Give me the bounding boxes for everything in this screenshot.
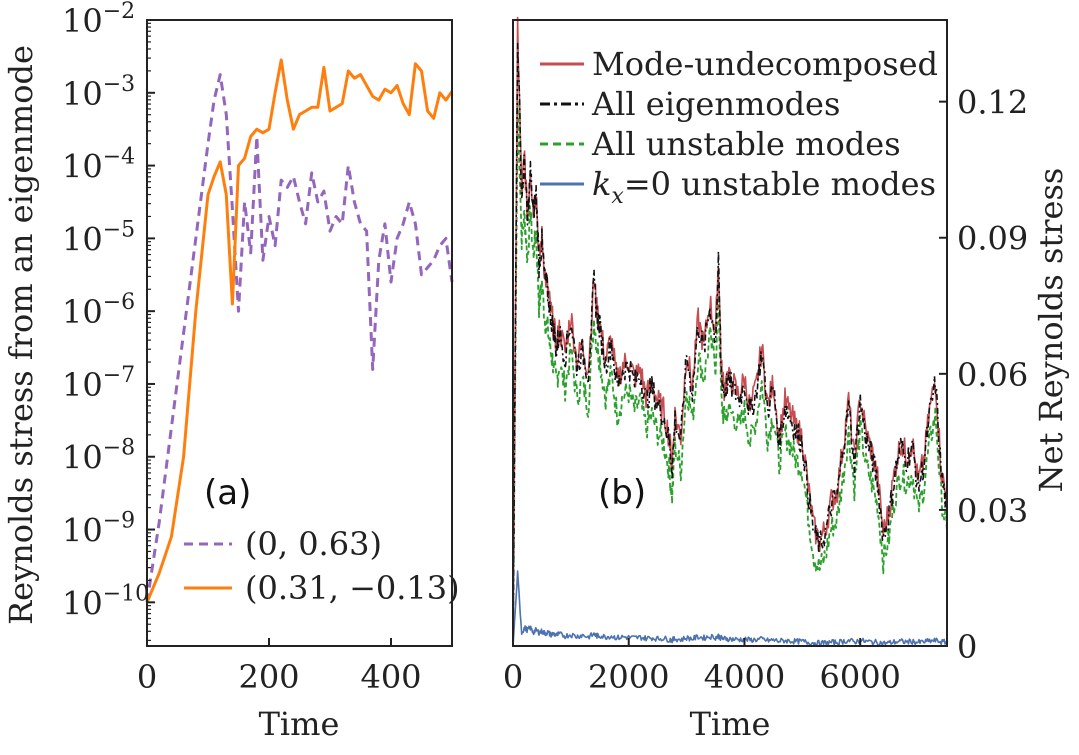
legend-label-series-b3-k: k [592, 165, 611, 203]
y-tick-label-a-5: 10−5 [62, 217, 135, 258]
x-tick-label-a-1: 200 [238, 658, 299, 696]
y-tick-label-b-0: 0 [957, 628, 977, 666]
panel-b-ticks: 0 2000 4000 6000 0 0.03 0.06 0.09 0.12 [503, 84, 1028, 696]
y-tick-label-b-1: 0.03 [957, 492, 1028, 530]
panel-a-legend: (0, 0.63) (0.31, −0.13) [184, 525, 460, 607]
x-tick-label-a-2: 400 [360, 658, 421, 696]
panel-a-ticks: 0 200 400 10−10 10−9 10−8 10−7 10−6 10−5 10−4 10−3… [62, 0, 422, 696]
legend-label-series-b1: All eigenmodes [591, 85, 840, 123]
panel-a-label: (a) [204, 473, 251, 513]
series-line-b1 [512, 42, 948, 647]
y-tick-label-a-2: 10−8 [62, 436, 135, 477]
legend-label-series-a0: (0, 0.63) [245, 525, 382, 563]
panel-b-xlabel: Time [690, 705, 771, 743]
panel-a-ylabel: Reynolds stress from an eigenmode [2, 45, 40, 625]
y-tick-label-b-3: 0.09 [957, 220, 1028, 258]
y-tick-label-a-7: 10−3 [62, 72, 135, 113]
x-tick-label-b-2: 4000 [704, 658, 785, 696]
x-tick-label-b-0: 0 [503, 658, 523, 696]
x-tick-label-a-0: 0 [137, 658, 157, 696]
panel-b: 0 2000 4000 6000 0 0.03 0.06 0.09 0.12 Time Net … [503, 16, 1070, 743]
y-tick-label-a-8: 10−2 [62, 0, 135, 40]
y-tick-label-a-1: 10−9 [62, 509, 135, 550]
panel-b-frame [512, 19, 948, 647]
series-line-b2 [512, 101, 948, 647]
panel-a: 0 200 400 10−10 10−9 10−8 10−7 10−6 10−5 10−4 10−3… [2, 0, 460, 743]
panel-b-ylabel: Net Reynolds stress [1032, 168, 1070, 493]
panel-a-xlabel: Time [259, 705, 340, 743]
y-tick-label-a-6: 10−4 [62, 145, 135, 186]
legend-label-series-b3-name: =0 unstable modes [624, 165, 936, 203]
legend-label-series-b3-text: kx=0 unstable modes [592, 165, 936, 209]
series-line-b3 [512, 570, 948, 647]
panel-b-label: (b) [598, 473, 646, 513]
x-tick-label-b-1: 2000 [588, 658, 669, 696]
y-tick-label-a-3: 10−7 [62, 363, 135, 404]
series-line-a1 [145, 58, 454, 603]
panel-b-series-group [512, 16, 948, 647]
panel-b-legend: Mode-undecomposed All eigenmodes All uns… [540, 45, 938, 209]
legend-label-series-b0: Mode-undecomposed [592, 45, 938, 83]
y-tick-label-b-2: 0.06 [957, 356, 1028, 394]
y-tick-label-b-4: 0.12 [957, 84, 1028, 122]
legend-label-series-a1: (0.31, −0.13) [245, 569, 460, 607]
legend-label-series-b3-sub: x [611, 184, 624, 209]
legend-label-series-b2: All unstable modes [591, 125, 901, 163]
y-tick-label-a-0: 10−10 [62, 581, 149, 622]
panel-a-series-group [145, 58, 454, 603]
y-tick-label-a-4: 10−6 [62, 290, 135, 331]
x-tick-label-b-3: 6000 [819, 658, 900, 696]
series-line-a0 [145, 73, 454, 603]
